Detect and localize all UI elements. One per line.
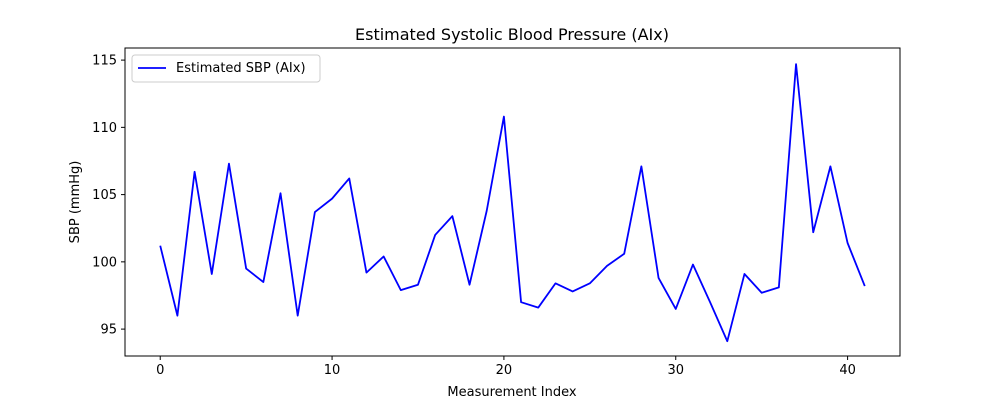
y-tick-label: 115 — [92, 54, 117, 69]
y-tick-label: 110 — [92, 121, 117, 136]
y-tick-label: 100 — [92, 255, 117, 270]
legend: Estimated SBP (AIx) — [131, 54, 321, 83]
x-tick-label: 0 — [156, 363, 164, 378]
axes: 0 10 20 30 40 95 100 105 110 115 — [92, 54, 856, 378]
plot-area — [159, 63, 866, 343]
x-tick-label: 30 — [667, 363, 684, 378]
y-axis-label: SBP (mmHg) — [68, 161, 83, 244]
legend-label: Estimated SBP (AIx) — [176, 61, 306, 76]
x-tick-label: 20 — [496, 363, 513, 378]
x-tick-label: 10 — [324, 363, 341, 378]
series-line — [159, 63, 866, 343]
legend-box — [131, 54, 321, 83]
x-axis-label: Measurement Index — [447, 385, 576, 400]
y-tick-label: 105 — [92, 188, 117, 203]
x-tick-label: 40 — [839, 363, 856, 378]
y-tick-label: 95 — [100, 323, 117, 338]
plot-frame — [124, 47, 901, 357]
chart-title: Estimated Systolic Blood Pressure (AIx) — [355, 25, 669, 44]
